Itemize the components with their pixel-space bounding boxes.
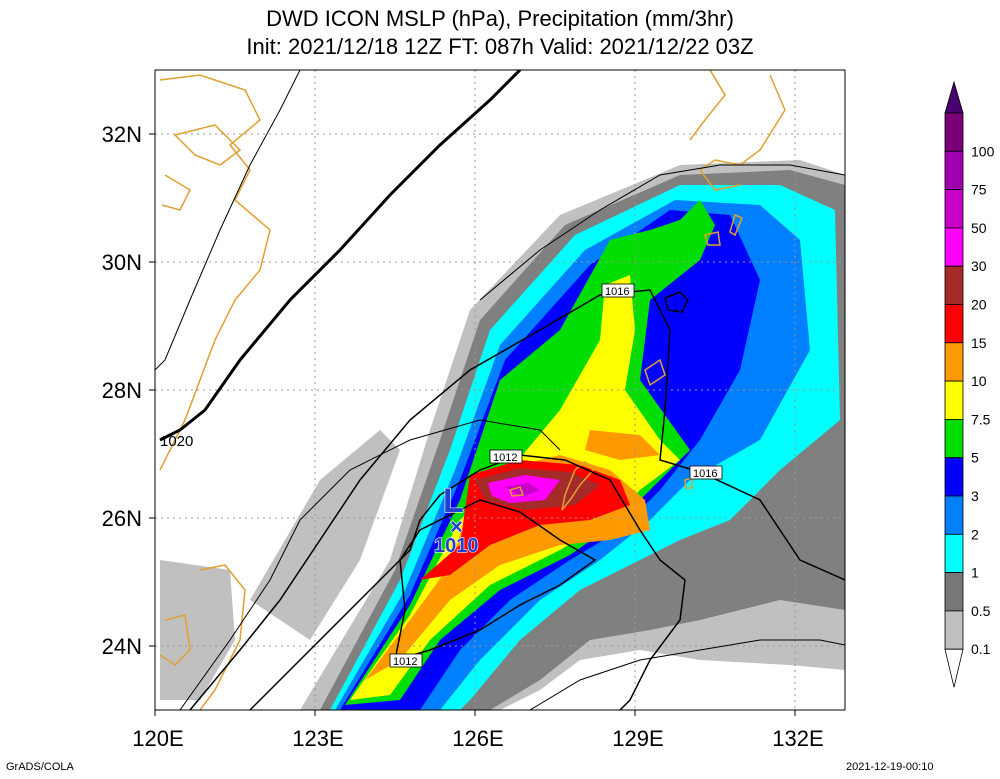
isobar-label-1020: 1020: [160, 433, 193, 450]
isobars: [155, 70, 845, 710]
colorbar-label: 0.5: [971, 603, 991, 619]
isobar-small-circle: [664, 291, 689, 313]
colorbar-swatch: [944, 457, 964, 497]
colorbar-swatch: [944, 227, 964, 267]
chart-title: DWD ICON MSLP (hPa), Precipitation (mm/3…: [266, 6, 734, 31]
isobar-1016: [189, 289, 845, 710]
isobar-label-1012-south: 1012: [393, 656, 417, 668]
x-tick-label: 132E: [772, 726, 823, 751]
colorbar-label: 50: [971, 220, 987, 236]
isobar-1012: [249, 454, 686, 710]
footer-credit: GrADS/COLA: [6, 761, 74, 773]
isobar-label-1012-north: 1012: [493, 452, 517, 464]
isobar-labels: 1020 1016 1012 1016 1012: [160, 283, 723, 668]
precip-50: [505, 483, 540, 497]
isobar-thin-north: [479, 164, 845, 301]
footer-timestamp: 2021-12-19-00:10: [846, 761, 934, 773]
x-tick-label: 129E: [612, 726, 663, 751]
colorbar-label: 2: [971, 526, 979, 542]
x-tick-label: 120E: [132, 726, 183, 751]
colorbar-swatch: [944, 648, 964, 688]
low-symbol: L: [443, 482, 464, 520]
chart-subtitle: Init: 2021/12/18 12Z FT: 087h Valid: 202…: [246, 34, 754, 59]
colorbar-label: 20: [971, 297, 987, 313]
precip-colorbar: 100 75 50 30 20 15 10 7.5 5 3 2 1 0.5 0.1: [944, 80, 995, 688]
colorbar-label: 75: [971, 182, 987, 198]
isobar-thin-south: [529, 639, 845, 710]
colorbar-label: 3: [971, 488, 979, 504]
colorbar-swatch: [944, 380, 964, 420]
colorbar-top-arrow: [944, 80, 964, 114]
colorbar-swatch: [944, 342, 964, 382]
low-pressure-value: 1010: [434, 535, 479, 557]
colorbar-label: 15: [971, 335, 987, 351]
isobar-thin-nw: [155, 70, 301, 371]
precipitation-field: [160, 160, 845, 710]
y-tick-label: 26N: [102, 506, 142, 531]
isobar-thin-mid: [179, 419, 561, 710]
x-tick-label: 126E: [452, 726, 503, 751]
colorbar-label: 30: [971, 258, 987, 274]
colorbar-swatch: [944, 304, 964, 344]
y-axis-labels: 32N 30N 28N 26N 24N: [102, 122, 142, 659]
colorbar-swatch: [944, 265, 964, 305]
axis-ticks: [149, 133, 796, 716]
colorbar-label: 7.5: [971, 411, 991, 427]
colorbar-swatch: [944, 533, 964, 573]
precip-0.1-west: [160, 560, 235, 700]
colorbar-label: 100: [971, 143, 995, 159]
colorbar-swatch: [944, 189, 964, 229]
isobar-label-1016-north: 1016: [605, 286, 629, 298]
isobar-label-1016-east: 1016: [693, 468, 717, 480]
map-grid: [155, 70, 845, 710]
y-tick-label: 32N: [102, 122, 142, 147]
colorbar-swatch: [944, 112, 964, 152]
isobar-1012-inner: [394, 499, 597, 662]
colorbar-swatch: [944, 572, 964, 612]
colorbar-swatch: [944, 495, 964, 535]
x-tick-label: 123E: [292, 726, 343, 751]
y-tick-label: 24N: [102, 634, 142, 659]
colorbar-label: 0.1: [971, 641, 991, 657]
colorbar-label: 5: [971, 450, 979, 466]
y-tick-label: 30N: [102, 250, 142, 275]
coastlines: [159, 70, 786, 710]
colorbar-label: 1: [971, 565, 979, 581]
colorbar-label: 10: [971, 373, 987, 389]
y-tick-label: 28N: [102, 378, 142, 403]
low-pressure-center: L × 1010: [433, 481, 479, 557]
colorbar-swatch: [944, 150, 964, 191]
colorbar-swatch: [944, 610, 964, 650]
precip-10-north: [585, 430, 660, 460]
low-center-marker: ×: [450, 514, 463, 539]
x-axis-labels: 120E 123E 126E 129E 132E: [132, 726, 823, 751]
colorbar-swatch: [944, 418, 964, 459]
isobar-1020: [159, 70, 522, 442]
